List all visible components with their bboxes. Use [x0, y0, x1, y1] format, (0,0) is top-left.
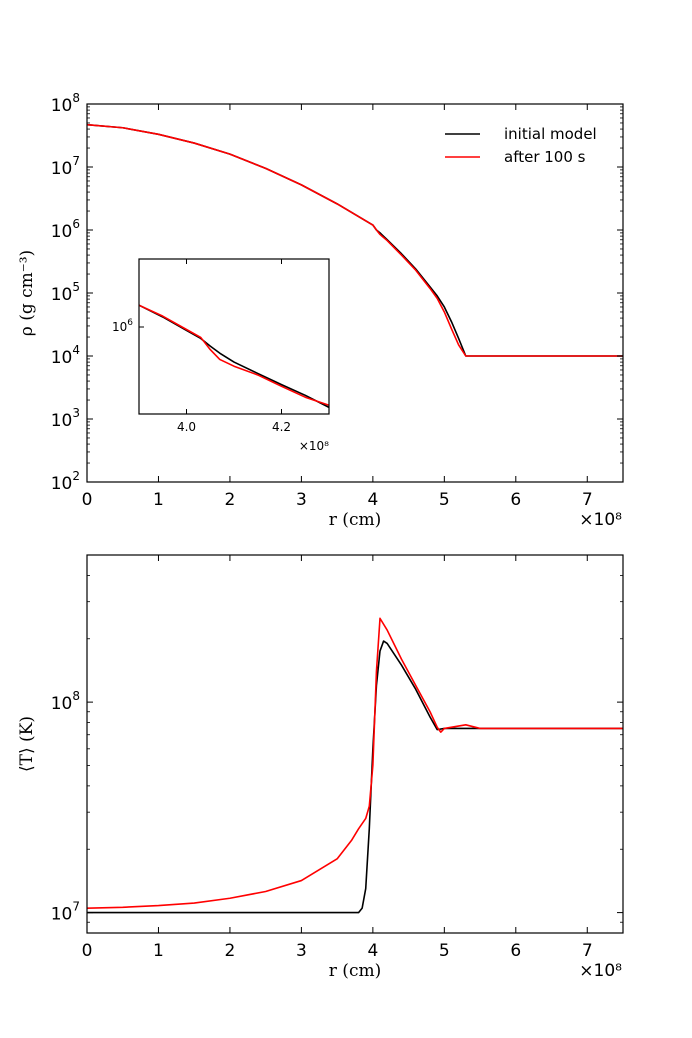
density-x-tick-label: 4 — [367, 490, 378, 510]
inset-x-multiplier: ×10⁸ — [299, 439, 329, 453]
density-x-tick-label: 6 — [510, 490, 521, 510]
temperature-x-tick-label: 6 — [510, 941, 521, 961]
density-x-tick-label: 2 — [225, 490, 236, 510]
temperature-x-ticks: 0 1 2 3 4 5 6 7 — [82, 555, 593, 961]
density-legend: initial model after 100 s — [445, 125, 597, 166]
temperature-series-after-line — [86, 617, 623, 909]
density-y-axis-label: ρ (g cm⁻³) — [17, 250, 37, 336]
inset-series-after-line — [138, 304, 330, 406]
density-x-tick-label: 5 — [439, 490, 450, 510]
density-y-tick-label: 108 — [51, 91, 80, 116]
density-panel: 0 1 2 3 4 5 6 7 102 103 104 105 106 107 108 r (cm) ×1… — [17, 91, 624, 530]
temperature-x-tick-label: 5 — [439, 941, 450, 961]
temperature-series-group — [86, 617, 623, 914]
density-y-tick-label: 104 — [51, 343, 80, 368]
density-y-tick-label: 106 — [51, 217, 80, 242]
temperature-x-tick-label: 3 — [296, 941, 307, 961]
temperature-x-tick-label: 0 — [82, 941, 93, 961]
legend-label-after: after 100 s — [504, 148, 586, 166]
density-y-tick-label: 103 — [51, 406, 80, 431]
density-x-axis-label: r (cm) — [329, 510, 381, 530]
inset-x-tick-label: 4.0 — [177, 420, 196, 434]
density-x-ticks: 0 1 2 3 4 5 6 7 — [82, 104, 593, 510]
density-y-tick-label: 107 — [51, 154, 80, 179]
temperature-panel: 0 1 2 3 4 5 6 7 107 108 r (cm) ×10⁸ ⟨T⟩ (K) — [17, 554, 624, 981]
density-series-after-line — [86, 123, 623, 357]
inset-background — [139, 259, 329, 414]
temperature-y-ticks: 107 108 — [51, 554, 623, 934]
temperature-x-tick-label: 2 — [225, 941, 236, 961]
density-series-group — [86, 123, 623, 357]
temperature-y-tick-label: 107 — [51, 900, 80, 925]
density-y-tick-label: 102 — [51, 469, 80, 494]
temperature-plot-frame — [86, 554, 624, 934]
inset-series-group — [138, 304, 330, 409]
temperature-y-tick-label: 108 — [51, 689, 80, 714]
temperature-x-tick-label: 7 — [582, 941, 593, 961]
temperature-series-initial-line — [87, 640, 623, 914]
inset-x-tick-label: 4.2 — [272, 420, 291, 434]
inset-frame — [138, 258, 330, 415]
density-inset: 4.0 4.2 106 ×10⁸ — [112, 258, 330, 453]
inset-x-ticks: 4.0 4.2 — [177, 259, 291, 434]
density-x-tick-label: 0 — [82, 490, 93, 510]
temperature-y-axis-label: ⟨T⟩ (K) — [17, 716, 37, 772]
temperature-x-tick-label: 4 — [367, 941, 378, 961]
density-y-tick-label: 105 — [51, 280, 80, 305]
density-x-multiplier: ×10⁸ — [579, 510, 622, 530]
density-x-tick-label: 3 — [296, 490, 307, 510]
density-x-tick-label: 7 — [582, 490, 593, 510]
temperature-x-multiplier: ×10⁸ — [579, 961, 622, 981]
temperature-x-tick-label: 1 — [153, 941, 164, 961]
density-x-tick-label: 1 — [153, 490, 164, 510]
legend-label-initial: initial model — [504, 125, 597, 143]
inset-y-tick: 106 — [112, 318, 144, 334]
temperature-x-axis-label: r (cm) — [329, 961, 381, 981]
density-y-ticks: 102 103 104 105 106 107 108 — [51, 91, 623, 494]
inset-y-tick-label: 106 — [112, 318, 133, 334]
